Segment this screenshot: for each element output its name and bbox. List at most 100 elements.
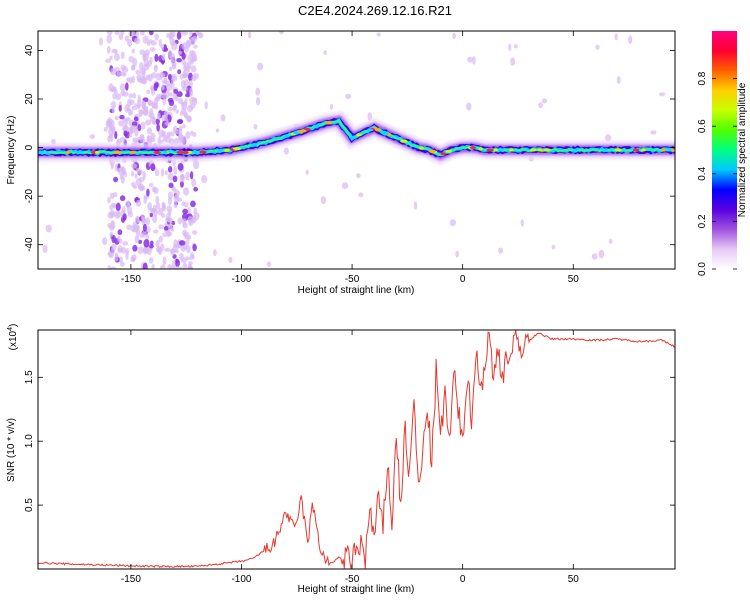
- heatmap-hotspot: [349, 136, 357, 140]
- spectrogram-y-label: Frequency (Hz): [6, 116, 17, 185]
- heatmap-speckle: [117, 229, 123, 236]
- heatmap-hotspot: [283, 134, 289, 138]
- heatmap-speckle: [220, 114, 226, 122]
- heatmap-speckle: [176, 57, 182, 63]
- heatmap-speckle: [127, 210, 133, 218]
- spectrogram-frame: [37, 30, 676, 270]
- heatmap-speckle: [650, 130, 657, 135]
- heatmap-speckle: [120, 51, 125, 59]
- heatmap-speckle: [591, 253, 598, 260]
- heatmap-speckle: [193, 97, 198, 106]
- heatmap-speckle: [133, 116, 139, 122]
- heatmap-speckle: [183, 79, 189, 88]
- heatmap-speckle: [161, 201, 165, 209]
- heatmap-speckle: [144, 119, 152, 126]
- heatmap-speckle: [541, 98, 548, 104]
- heatmap-hotspot: [498, 148, 504, 152]
- heatmap-speckle: [171, 41, 178, 51]
- heatmap-speckle: [150, 132, 156, 139]
- heatmap-speckle: [152, 214, 158, 224]
- heatmap-speckle: [115, 202, 121, 211]
- heatmap-speckle: [118, 120, 125, 127]
- heatmap-speckle: [150, 163, 156, 172]
- heatmap-speckle: [367, 112, 373, 122]
- heatmap-speckle: [126, 224, 132, 231]
- heatmap-speckle: [113, 66, 121, 73]
- heatmap-speckle: [153, 229, 159, 234]
- heatmap-hotspot: [75, 150, 84, 154]
- heatmap-speckle: [172, 175, 178, 183]
- heatmap-speckle: [142, 107, 149, 117]
- heatmap-speckle: [138, 109, 144, 116]
- snr-x-label: Height of straight line (km): [298, 584, 415, 595]
- heatmap-speckle: [110, 163, 114, 170]
- heatmap-speckle: [134, 173, 138, 179]
- heatmap-speckle: [143, 195, 147, 204]
- heatmap-speckle: [176, 91, 183, 98]
- heatmap-speckle: [193, 186, 199, 192]
- heatmap-speckle: [176, 31, 182, 40]
- heatmap-speckle: [166, 205, 172, 213]
- heatmap-speckle: [110, 220, 115, 227]
- heatmap-speckle: [132, 184, 138, 190]
- heatmap-speckle: [320, 196, 327, 205]
- heatmap-hotspot: [440, 152, 446, 156]
- heatmap-speckle: [181, 42, 187, 50]
- heatmap-speckle: [628, 35, 633, 45]
- heatmap-speckle: [166, 131, 171, 139]
- heatmap-speckle: [162, 232, 168, 238]
- heatmap-speckle: [142, 246, 148, 255]
- heatmap-speckle: [155, 240, 160, 248]
- heatmap-speckle: [168, 49, 173, 59]
- heatmap-speckle: [182, 86, 188, 92]
- heatmap-speckle: [167, 263, 172, 269]
- heatmap-speckle: [112, 92, 117, 100]
- heatmap-speckle: [120, 175, 125, 184]
- heatmap-speckle: [106, 34, 112, 44]
- heatmap-speckle: [179, 240, 186, 246]
- heatmap-hotspot: [469, 146, 476, 150]
- heatmap-speckle: [167, 166, 173, 173]
- heatmap-speckle: [172, 104, 177, 112]
- x-tick-label: 50: [568, 274, 580, 285]
- y-tick-label: 40: [24, 44, 35, 56]
- heatmap-speckle: [614, 33, 618, 41]
- heatmap-speckle: [193, 160, 200, 170]
- heatmap-hotspot: [478, 147, 483, 151]
- heatmap-hotspot: [375, 128, 382, 132]
- heatmap-speckle: [42, 244, 48, 253]
- heatmap-speckle: [152, 207, 159, 217]
- heatmap-speckle: [616, 75, 621, 84]
- heatmap-hotspot: [95, 150, 100, 154]
- heatmap-speckle: [198, 32, 204, 39]
- heatmap-speckle: [356, 173, 361, 179]
- colorbar: 0.0 0.2 0.4 0.6 0.8 Normalized spectral ampl…: [697, 31, 748, 276]
- heatmap-speckle: [185, 245, 191, 254]
- heatmap-speckle: [159, 72, 166, 79]
- heatmap-speckle: [131, 171, 135, 177]
- heatmap-speckle: [192, 72, 199, 80]
- heatmap-speckle: [183, 65, 187, 72]
- heatmap-speckle: [105, 58, 112, 63]
- heatmap-speckle: [89, 134, 96, 139]
- heatmap-speckle: [508, 43, 512, 52]
- heatmap-speckle: [255, 87, 261, 96]
- heatmap-speckle: [132, 92, 137, 99]
- heatmap-speckle: [137, 124, 142, 132]
- heatmap-speckle: [191, 178, 197, 187]
- heatmap-speckle: [138, 61, 144, 71]
- heatmap-speckle: [323, 50, 328, 56]
- heatmap-speckle: [142, 35, 149, 44]
- heatmap-speckle: [178, 133, 184, 142]
- heatmap-speckle: [168, 223, 173, 230]
- heatmap-speckle: [125, 247, 130, 255]
- heatmap-speckle: [153, 65, 158, 73]
- heatmap-hotspot: [293, 131, 300, 135]
- heatmap-speckle: [167, 73, 172, 81]
- heatmap-hotspot: [486, 148, 494, 152]
- heatmap-speckle: [212, 249, 217, 257]
- heatmap-speckle: [113, 53, 120, 62]
- heatmap-speckle: [341, 182, 349, 190]
- x-tick-label: 0: [460, 574, 466, 585]
